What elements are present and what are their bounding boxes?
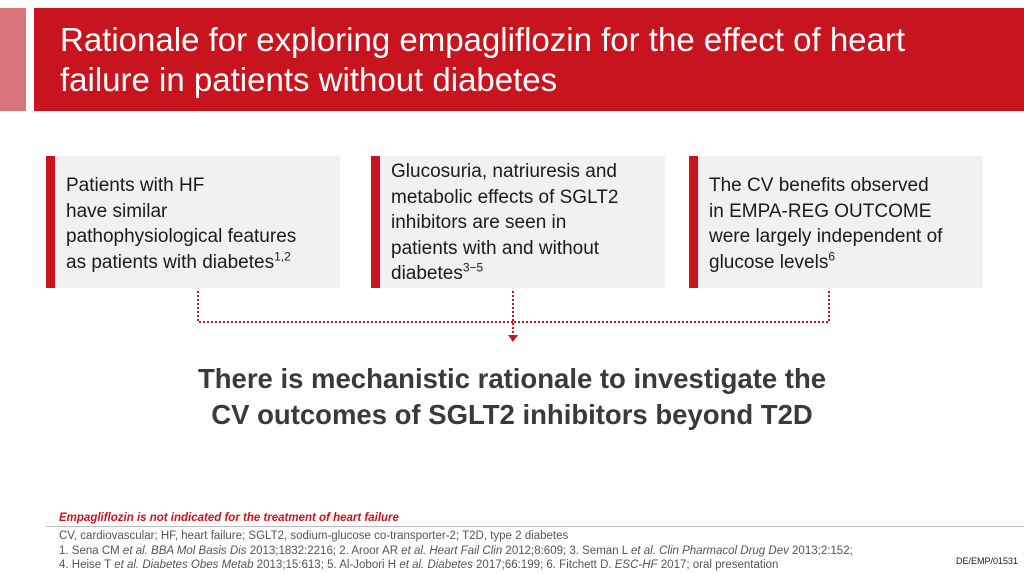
- title-accent-bar: [0, 8, 26, 111]
- footnotes: CV, cardiovascular; HF, heart failure; S…: [59, 529, 959, 573]
- slide-title-line-2: failure in patients without diabetes: [60, 61, 558, 98]
- disclaimer: Empagliflozin is not indicated for the t…: [59, 512, 399, 524]
- rationale-box-cv-benefits: The CV benefits observed in EMPA-REG OUT…: [689, 156, 983, 288]
- rationale-box-hf-features: Patients with HF have similar pathophysi…: [46, 156, 340, 288]
- rationale-box-sglt2-effects: Glucosuria, natriuresis and metabolic ef…: [371, 156, 665, 288]
- reference-superscript: 1,2: [274, 249, 291, 264]
- reference-superscript: 6: [828, 249, 836, 264]
- abbreviations: CV, cardiovascular; HF, heart failure; S…: [59, 530, 569, 542]
- rationale-box-text: The CV benefits observed in EMPA-REG OUT…: [709, 175, 943, 273]
- reference-superscript: 3−5: [462, 260, 484, 275]
- connector-right-arm: [513, 291, 830, 323]
- conclusion-statement: There is mechanistic rationale to invest…: [100, 361, 924, 433]
- conclusion-line-1: There is mechanistic rationale to invest…: [197, 363, 827, 394]
- title-banner: [34, 8, 1024, 111]
- footer-divider: [46, 526, 1024, 527]
- slide-title-line-1: Rationale for exploring empagliflozin fo…: [60, 21, 906, 58]
- connector-left-arm: [197, 291, 513, 323]
- conclusion-line-2: CV outcomes of SGLT2 inhibitors beyond T…: [211, 399, 813, 430]
- rationale-box-text: Glucosuria, natriuresis and metabolic ef…: [391, 161, 619, 284]
- connector-arrowhead-icon: [508, 335, 518, 342]
- rationale-box-text: Patients with HF have similar pathophysi…: [66, 175, 297, 273]
- document-id: DE/EMP/01531: [955, 556, 1018, 566]
- references-line-1: 1. Sena CM et al. BBA Mol Basis Dis 2013…: [59, 544, 853, 557]
- slide-title: Rationale for exploring empagliflozin fo…: [60, 20, 1000, 100]
- references-line-2: 4. Heise T et al. Diabetes Obes Metab 20…: [59, 559, 779, 571]
